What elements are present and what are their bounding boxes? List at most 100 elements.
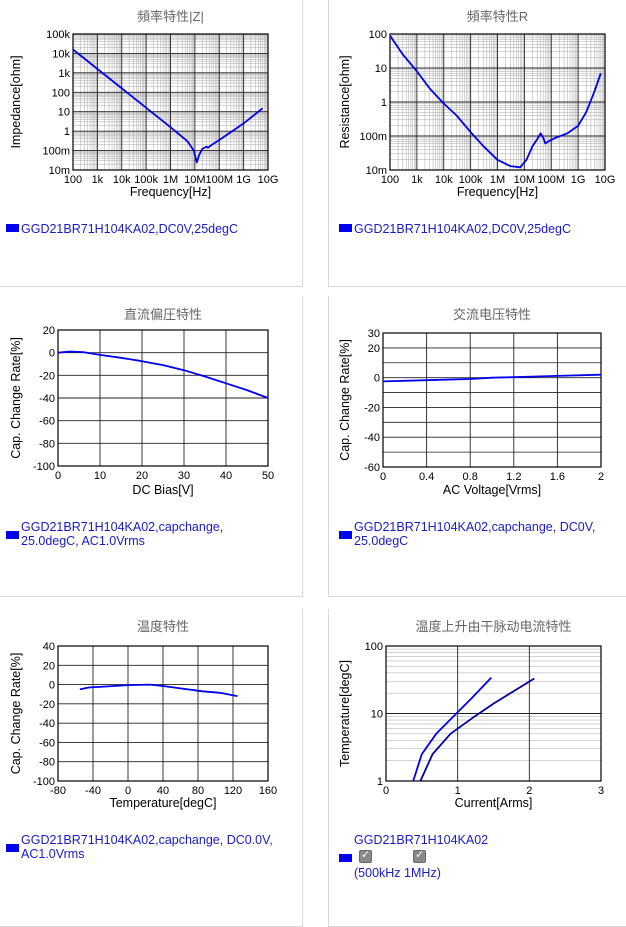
legend-text: GGD21BR71H104KA02,capchange, 25.0degC, A… [21, 520, 224, 548]
chart-title: 頻率特性R [467, 9, 528, 24]
x-tick-label: 0 [125, 785, 131, 797]
legend-swatch [6, 844, 19, 852]
legend-text: GGD21BR71H104KA02,DC0V,25degC [354, 222, 572, 236]
x-tick-label: 80 [192, 785, 204, 797]
y-tick-label: -20 [364, 402, 380, 414]
y-tick-label: -100 [33, 461, 55, 473]
legend-swatch [339, 531, 352, 539]
panel-ac-voltage: 交流电压特性 0 0.4 0.8 1.2 1.6 2 30 20 0 -20 -40 -60 AC Vol… [328, 296, 626, 597]
y-tick-label: 100m [42, 146, 70, 158]
panel-dc-bias: 直流偏圧特性 0 10 20 30 40 50 20 0 -20 -40 -60 -80 -100 DC B… [0, 296, 303, 597]
y-tick-label: -40 [364, 432, 380, 444]
x-tick-label: 10k [435, 174, 453, 186]
legend-text: GGD21BR71H104KA02,DC0V,25degC [21, 222, 239, 236]
legend-checkbox-row [339, 848, 488, 864]
x-tick-label: 1G [236, 174, 251, 186]
plot-frame [385, 645, 602, 782]
y-tick-label: 100 [365, 641, 383, 653]
chart-dc-bias: 直流偏圧特性 0 10 20 30 40 50 20 0 -20 -40 -60 -80 -100 DC B… [9, 307, 274, 497]
legend-impedance: GGD21BR71H104KA02,DC0V,25degC [6, 222, 238, 236]
chart-title: 温度特性 [137, 619, 189, 634]
y-tick-label: 100m [359, 131, 387, 143]
legend-resistance: GGD21BR71H104KA02,DC0V,25degC [339, 222, 571, 236]
x-tick-label: 1.6 [550, 471, 565, 483]
x-tick-label: 100k [459, 174, 483, 186]
x-tick-label: 10k [113, 174, 131, 186]
y-tick-label: 0 [49, 680, 55, 692]
x-tick-label: 2 [526, 785, 532, 797]
series-line-1 [79, 683, 238, 697]
y-tick-label: 40 [43, 641, 55, 653]
y-axis-label: Resistance[ohm] [338, 55, 352, 148]
legend-item-1mhz: 1MHz [404, 866, 437, 880]
chart-title: 頻率特性|Z| [137, 9, 204, 24]
x-tick-label: 3 [598, 785, 604, 797]
x-tick-label: 10 [94, 470, 106, 482]
x-tick-label: 100 [381, 174, 399, 186]
series-line-2 [419, 677, 535, 782]
series-line-1 [72, 48, 264, 164]
x-tick-label: 1M [490, 174, 505, 186]
x-tick-label: 30 [178, 470, 190, 482]
x-tick-label: 100 [64, 174, 82, 186]
legend-ac-voltage: GGD21BR71H104KA02,capchange, DC0V, 25.0d… [339, 520, 595, 548]
y-tick-label: 1k [58, 68, 70, 80]
checkbox-1mhz[interactable] [413, 848, 426, 863]
x-tick-label: 0 [55, 470, 61, 482]
x-axis-label: Frequency[Hz] [457, 185, 538, 199]
y-tick-label: 1 [377, 776, 383, 788]
y-tick-label: -40 [39, 393, 55, 405]
chart-title: 温度上升由干脉动电流特性 [415, 619, 571, 634]
legend-text: GGD21BR71H104KA02,capchange, DC0.0V, AC1… [21, 833, 273, 861]
legend-open-paren: ( [354, 866, 359, 880]
x-tick-label: 0.8 [463, 471, 478, 483]
legend-dc-bias: GGD21BR71H104KA02,capchange, 25.0degC, A… [6, 520, 223, 548]
x-tick-label: 50 [262, 470, 274, 482]
x-tick-label: 1G [571, 174, 586, 186]
x-tick-label: 0 [383, 785, 389, 797]
y-tick-label: 20 [368, 343, 380, 355]
x-tick-label: 40 [157, 785, 169, 797]
y-axis-label: Temperature[degC] [338, 660, 352, 767]
y-axis-label: Cap. Change Rate[%] [9, 653, 23, 775]
chart-resistance: 頻率特性R 100 1k 10k 100k 1M 10M 100M 1G 10G 100 10 1 100… [338, 9, 615, 199]
y-tick-label: 10 [375, 63, 387, 75]
y-axis-label: Impedance[ohm] [9, 55, 23, 148]
y-tick-label: 10 [58, 107, 70, 119]
x-tick-label: 0 [380, 471, 386, 483]
panel-ripple: 温度上升由干脉动电流特性 0 1 2 3 100 10 1 Current[Arms] Tempe… [328, 609, 626, 927]
legend-item-500khz: 500kHz [358, 866, 401, 880]
chart-temperature: 温度特性-80 -40 0 40 80 120 16040200-20-40-60-80-1… [9, 619, 277, 810]
plot-frame [389, 33, 606, 171]
y-tick-label: 100 [52, 87, 70, 99]
y-tick-label: 10m [366, 165, 387, 177]
x-axis-label: Current[Arms] [455, 796, 533, 810]
y-axis-label: Cap. Change Rate[%] [9, 337, 23, 459]
y-tick-label: 10 [371, 709, 383, 721]
y-tick-label: 100 [369, 29, 387, 41]
legend-temperature: GGD21BR71H104KA02,capchange, DC0.0V, AC1… [6, 833, 273, 861]
series-line-1 [412, 676, 492, 782]
chart-title: 交流电压特性 [453, 307, 531, 322]
y-axis-label: Cap. Change Rate[%] [338, 339, 352, 461]
x-axis-label: DC Bias[V] [132, 483, 193, 497]
y-tick-label: -80 [39, 757, 55, 769]
series-line-1 [382, 373, 602, 383]
x-tick-label: 1M [163, 174, 178, 186]
y-tick-label: 30 [368, 328, 380, 340]
chart-impedance: 頻率特性|Z|100 1k 10k 100k 1M 10M 100M 1G 10G100k10k… [9, 9, 278, 199]
x-tick-label: 2 [598, 471, 604, 483]
checkbox-500khz[interactable] [359, 848, 372, 863]
y-tick-label: -20 [39, 699, 55, 711]
x-tick-label: 100M [537, 174, 565, 186]
plot-frame [57, 645, 269, 782]
x-tick-label: -80 [50, 785, 66, 797]
legend-close-paren: ) [436, 866, 441, 880]
y-tick-label: 0 [374, 373, 380, 385]
y-tick-label: 10m [49, 165, 70, 177]
x-tick-label: 100M [205, 174, 233, 186]
y-tick-label: -80 [39, 438, 55, 450]
chart-ac-voltage: 交流电压特性 0 0.4 0.8 1.2 1.6 2 30 20 0 -20 -40 -60 AC Vol… [338, 307, 604, 497]
x-tick-label: 120 [224, 785, 242, 797]
